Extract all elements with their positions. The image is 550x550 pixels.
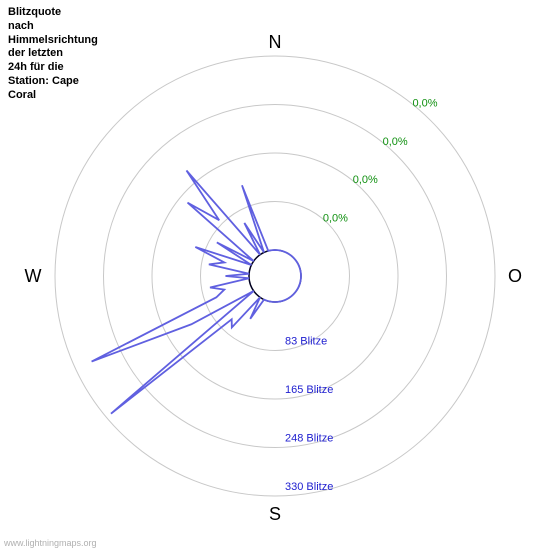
- compass-n: N: [269, 32, 282, 52]
- ring-label-percent: 0,0%: [412, 98, 437, 110]
- grid-ring: [55, 56, 495, 496]
- ring-label-percent: 0,0%: [323, 212, 348, 224]
- compass-w: W: [25, 266, 42, 286]
- ring-label-blitze: 330 Blitze: [285, 481, 333, 493]
- compass-e: O: [508, 266, 522, 286]
- ring-label-percent: 0,0%: [383, 136, 408, 148]
- compass-s: S: [269, 504, 281, 524]
- grid-ring: [152, 153, 398, 399]
- grid-ring: [104, 105, 447, 448]
- ring-label-blitze: 83 Blitze: [285, 336, 327, 348]
- ring-label-blitze: 165 Blitze: [285, 384, 333, 396]
- ring-label-percent: 0,0%: [353, 174, 378, 186]
- footer-credit: www.lightningmaps.org: [4, 538, 97, 548]
- rose-polygon: [92, 171, 301, 414]
- polar-chart-svg: N S W O 83 Blitze 0,0% 165 Blitze 0,0% 248 Blitz…: [0, 0, 550, 550]
- chart-container: Blitzquote nach Himmelsrichtung der letz…: [0, 0, 550, 550]
- ring-label-blitze: 248 Blitze: [285, 433, 333, 445]
